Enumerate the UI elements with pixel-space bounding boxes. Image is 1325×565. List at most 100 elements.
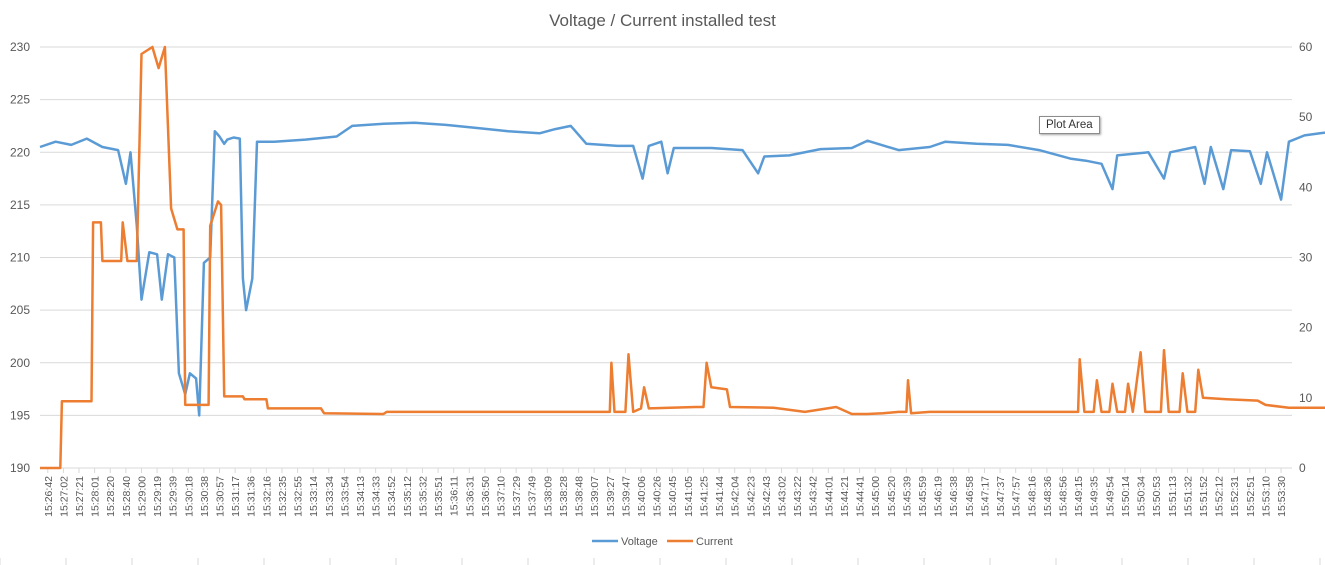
x-tick-label: 15:29:19 xyxy=(152,476,164,517)
x-tick-label: 15:33:14 xyxy=(308,476,320,517)
y-right-tick-label: 60 xyxy=(1299,40,1313,54)
y-right-tick-label: 40 xyxy=(1299,180,1313,194)
x-tick-label: 15:38:09 xyxy=(542,476,554,517)
y-left-tick-label: 230 xyxy=(10,40,30,54)
x-tick-label: 15:30:57 xyxy=(215,476,227,517)
x-tick-label: 15:31:17 xyxy=(230,476,242,517)
x-tick-label: 15:51:52 xyxy=(1198,476,1210,517)
y-right-tick-label: 30 xyxy=(1299,251,1313,265)
x-tick-label: 15:48:36 xyxy=(1042,476,1054,517)
x-tick-label: 15:37:29 xyxy=(511,476,523,517)
x-tick-label: 15:48:56 xyxy=(1058,476,1070,517)
x-tick-label: 15:37:10 xyxy=(496,476,508,517)
x-tick-label: 15:33:34 xyxy=(324,476,336,517)
x-tick-label: 15:39:27 xyxy=(605,476,617,517)
x-tick-label: 15:32:16 xyxy=(261,476,273,517)
x-tick-label: 15:53:30 xyxy=(1276,476,1288,517)
x-tick-label: 15:44:01 xyxy=(823,476,835,517)
x-tick-label: 15:52:51 xyxy=(1245,476,1257,517)
y-left-tick-label: 195 xyxy=(10,408,30,422)
x-tick-label: 15:48:16 xyxy=(1026,476,1038,517)
x-tick-label: 15:42:04 xyxy=(730,476,742,517)
chart-title: Voltage / Current installed test xyxy=(549,11,776,30)
x-tick-label: 15:45:20 xyxy=(886,476,898,517)
x-tick-label: 15:47:17 xyxy=(979,476,991,517)
x-tick-label: 15:36:11 xyxy=(449,476,461,516)
x-tick-label: 15:47:37 xyxy=(995,476,1007,517)
x-tick-label: 15:28:40 xyxy=(121,476,133,517)
x-tick-label: 15:28:01 xyxy=(90,476,102,517)
y-left-tick-label: 190 xyxy=(10,461,30,475)
x-tick-label: 15:35:51 xyxy=(433,476,445,517)
x-tick-label: 15:39:07 xyxy=(589,476,601,517)
x-tick-label: 15:50:53 xyxy=(1151,476,1163,517)
x-tick-label: 15:41:44 xyxy=(714,476,726,517)
x-tick-label: 15:42:43 xyxy=(761,476,773,517)
x-tick-label: 15:29:39 xyxy=(168,476,180,517)
x-tick-label: 15:27:21 xyxy=(74,476,86,517)
x-tick-label: 15:35:32 xyxy=(417,476,429,517)
x-tick-label: 15:45:59 xyxy=(917,476,929,517)
x-tick-label: 15:46:58 xyxy=(964,476,976,517)
x-tick-label: 15:38:28 xyxy=(558,476,570,517)
x-tick-label: 15:39:47 xyxy=(620,476,632,517)
x-tick-label: 15:51:13 xyxy=(1167,476,1179,517)
legend-label-voltage: Voltage xyxy=(621,536,658,548)
x-tick-label: 15:33:54 xyxy=(339,476,351,517)
x-tick-label: 15:49:15 xyxy=(1073,476,1085,517)
x-tick-label: 15:42:23 xyxy=(745,476,757,517)
series-line-voltage xyxy=(39,121,1325,417)
x-tick-label: 15:34:13 xyxy=(355,476,367,517)
x-tick-label: 15:32:35 xyxy=(277,476,289,517)
x-tick-label: 15:52:31 xyxy=(1229,476,1241,517)
x-tick-label: 15:30:18 xyxy=(183,476,195,517)
x-tick-label: 15:34:33 xyxy=(371,476,383,517)
y-right-tick-label: 10 xyxy=(1299,391,1313,405)
plot-area-tooltip: Plot Area xyxy=(1039,116,1100,134)
y-left-tick-label: 215 xyxy=(10,198,30,212)
x-tick-label: 15:26:42 xyxy=(43,476,55,517)
x-tick-label: 15:50:34 xyxy=(1136,476,1148,517)
x-tick-label: 15:36:31 xyxy=(464,476,476,517)
y-right-tick-label: 20 xyxy=(1299,321,1313,335)
y-left-tick-label: 210 xyxy=(10,251,30,265)
y-left-tick-label: 225 xyxy=(10,93,30,107)
x-tick-label: 15:46:38 xyxy=(948,476,960,517)
x-tick-label: 15:44:21 xyxy=(839,476,851,517)
x-tick-label: 15:38:48 xyxy=(574,476,586,517)
x-tick-label: 15:43:22 xyxy=(792,476,804,517)
x-tick-label: 15:47:57 xyxy=(1011,476,1023,517)
x-tick-label: 15:50:14 xyxy=(1120,476,1132,517)
y-right-tick-label: 50 xyxy=(1299,110,1313,124)
x-tick-label: 15:45:00 xyxy=(870,476,882,517)
x-tick-label: 15:43:02 xyxy=(777,476,789,517)
x-tick-label: 15:27:02 xyxy=(58,476,70,517)
x-tick-label: 15:37:49 xyxy=(527,476,539,517)
x-tick-label: 15:34:52 xyxy=(386,476,398,517)
x-tick-label: 15:49:54 xyxy=(1104,476,1116,517)
x-tick-label: 15:44:41 xyxy=(855,476,867,517)
x-tick-label: 15:53:10 xyxy=(1260,476,1272,517)
x-tick-label: 15:52:12 xyxy=(1214,476,1226,517)
x-tick-label: 15:49:35 xyxy=(1089,476,1101,517)
x-tick-label: 15:28:20 xyxy=(105,476,117,517)
x-tick-label: 15:30:38 xyxy=(199,476,211,517)
x-tick-label: 15:41:05 xyxy=(683,476,695,517)
series-line-current xyxy=(40,45,1325,470)
x-tick-label: 15:45:39 xyxy=(901,476,913,517)
x-tick-label: 15:29:00 xyxy=(136,476,148,517)
x-tick-label: 15:31:36 xyxy=(246,476,258,517)
x-tick-label: 15:36:50 xyxy=(480,476,492,517)
x-tick-label: 15:40:06 xyxy=(636,476,648,517)
x-tick-label: 15:40:45 xyxy=(667,476,679,517)
x-tick-label: 15:43:42 xyxy=(808,476,820,517)
y-left-tick-label: 205 xyxy=(10,303,30,317)
x-tick-label: 15:35:12 xyxy=(402,476,414,517)
x-tick-label: 15:46:19 xyxy=(933,476,945,517)
x-tick-label: 15:51:32 xyxy=(1182,476,1194,517)
legend-label-current: Current xyxy=(696,536,733,548)
y-left-tick-label: 220 xyxy=(10,145,30,159)
x-tick-label: 15:32:55 xyxy=(293,476,305,517)
